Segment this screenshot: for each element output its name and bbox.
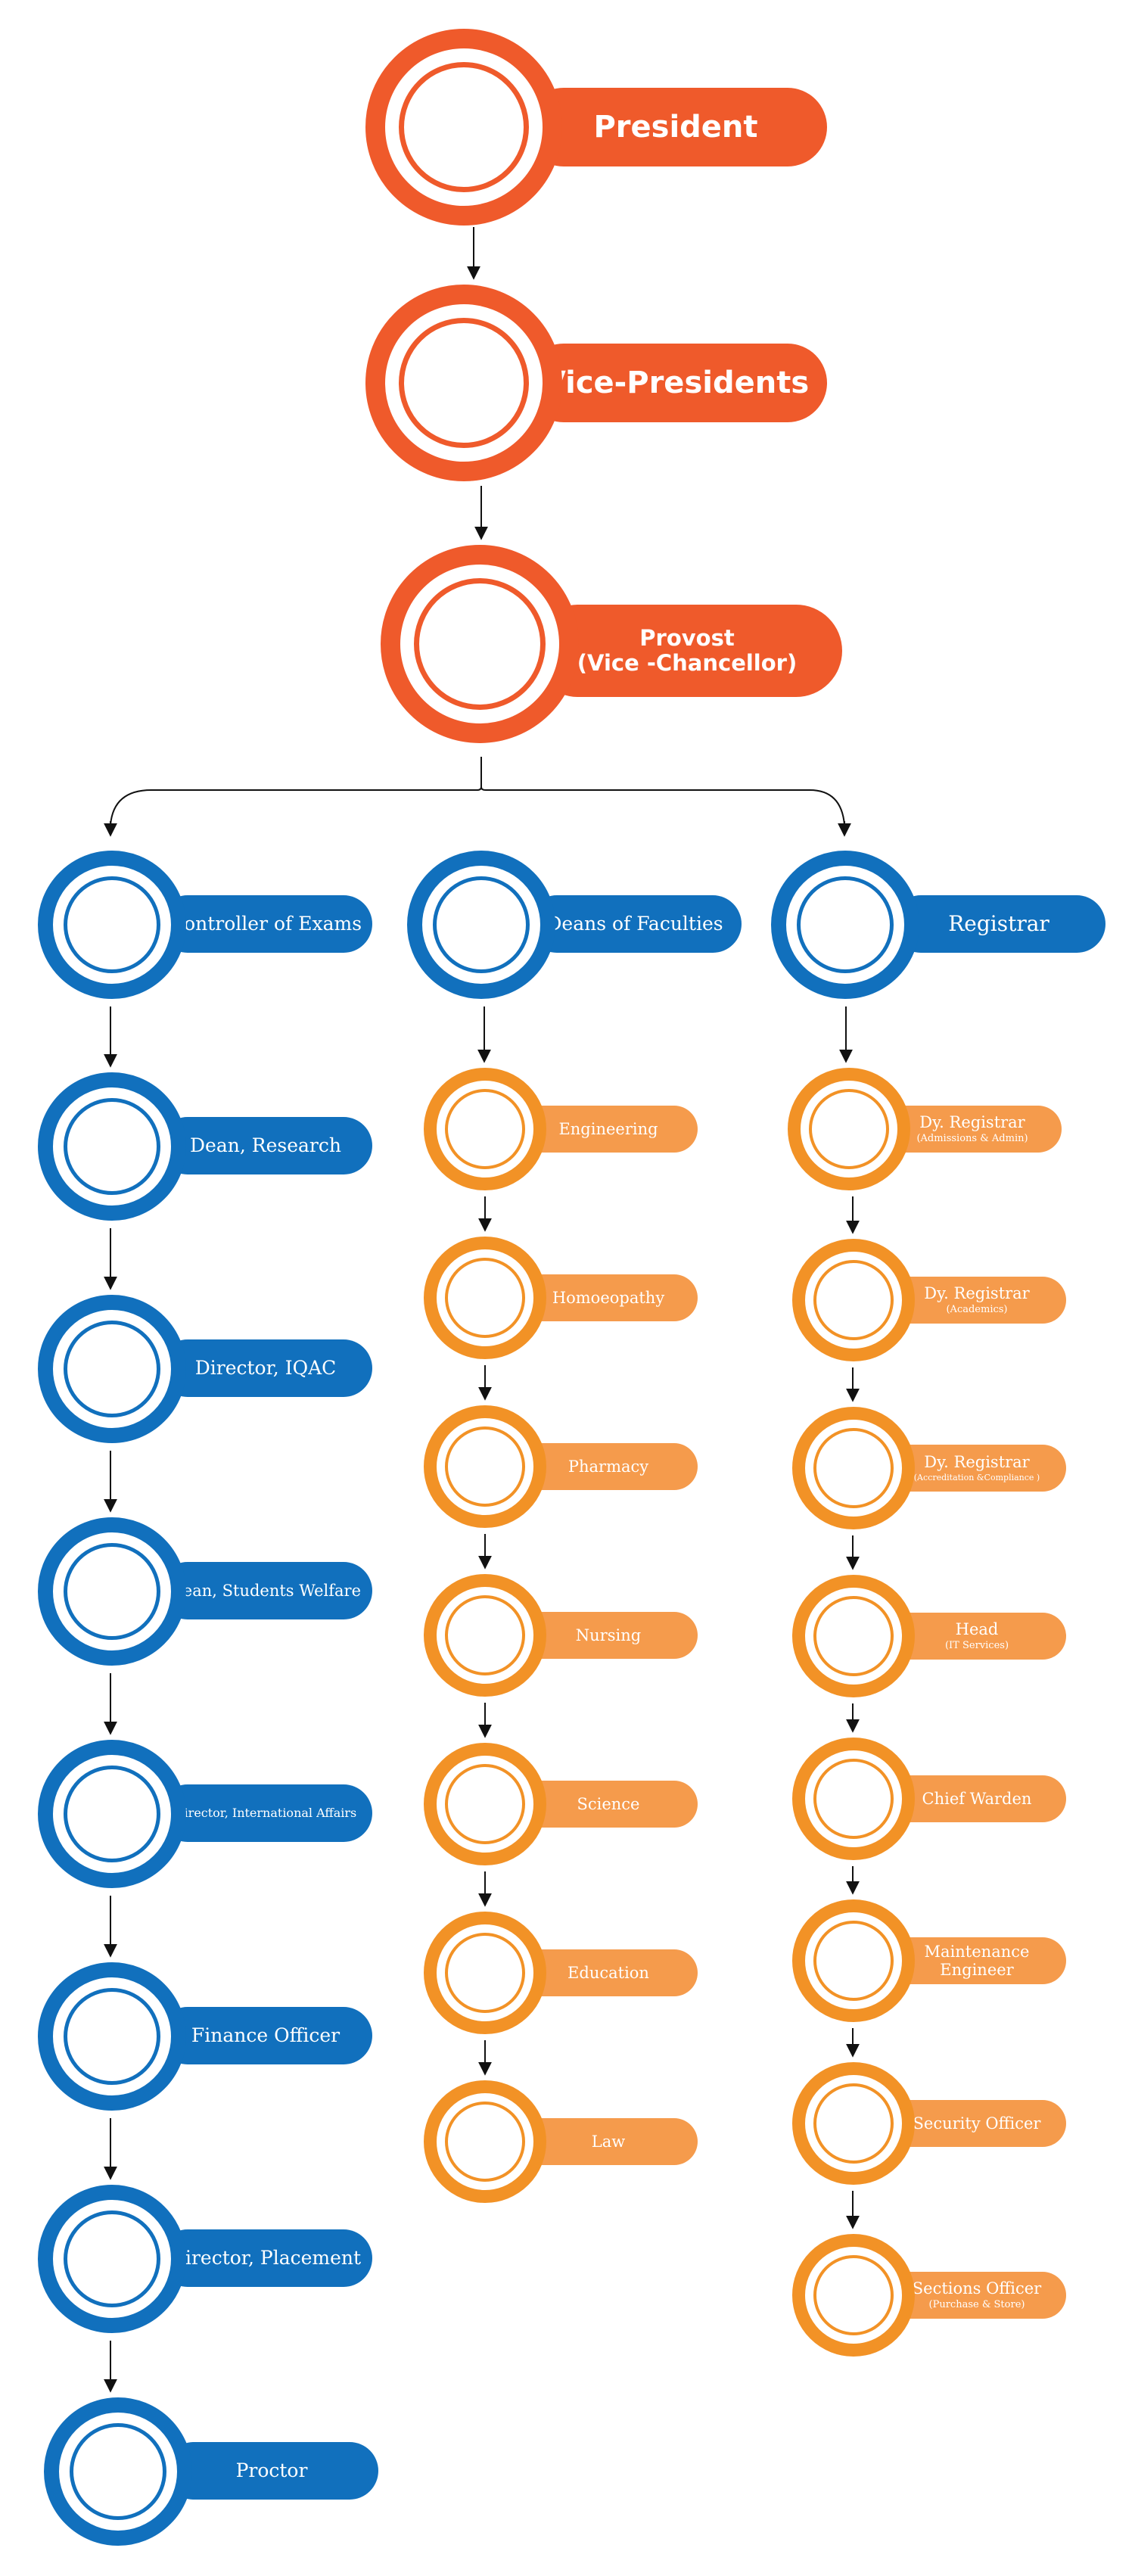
node-pill: Pharmacy (519, 1443, 698, 1490)
node-pill: Director, IQAC (159, 1339, 372, 1397)
node-pill: Finance Officer (159, 2007, 372, 2064)
node-inner-circle (399, 62, 529, 192)
node-inner-circle (64, 2210, 160, 2307)
node-inner-circle (414, 578, 546, 710)
node-pill: Proctor (165, 2442, 378, 2500)
node-label: Finance Officer (191, 2024, 340, 2046)
node-pill: Maintenance Engineer (888, 1937, 1066, 1984)
node-sublabel: (IT Services) (944, 1640, 1009, 1652)
node-pill: Head (IT Services) (888, 1613, 1066, 1660)
node-label: Registrar (948, 910, 1049, 936)
node-label: Director, Placement (169, 2246, 362, 2269)
node-pill: Dy. Registrar (Academics) (888, 1277, 1066, 1324)
node-inner-circle (445, 1089, 525, 1169)
node-label: Sections Officer (912, 2279, 1042, 2298)
node-label: Security Officer (913, 2114, 1041, 2133)
node-inner-circle (64, 1098, 160, 1195)
node-pill: Controller of Exams (159, 895, 372, 953)
node-inner-circle (399, 318, 529, 448)
node-inner-circle (445, 1426, 525, 1507)
node-inner-circle (809, 1089, 889, 1169)
node-inner-circle (433, 876, 530, 973)
node-sublabel: (Vice -Chancellor) (577, 650, 798, 676)
node-sublabel: (Admissions & Admin) (916, 1133, 1028, 1145)
node-label: Education (568, 1963, 649, 1982)
node-pill: Dy. Registrar (Accreditation &Compliance… (888, 1445, 1066, 1492)
node-inner-circle (445, 1258, 525, 1338)
node-pill: Chief Warden (888, 1775, 1066, 1822)
node-sublabel: (Accreditation &Compliance ) (913, 1473, 1040, 1483)
node-label: Law (591, 2132, 626, 2151)
node-inner-circle (797, 876, 894, 973)
node-pill: Registrar (892, 895, 1105, 953)
node-pill: Law (519, 2118, 698, 2165)
node-label: Dy. Registrar (919, 1112, 1025, 1131)
node-pill: Engineering (519, 1106, 698, 1153)
node-pill: Nursing (519, 1612, 698, 1659)
node-label: Pharmacy (568, 1457, 649, 1476)
connector-arrows (104, 227, 860, 2393)
node-label: Head (955, 1619, 999, 1638)
node-inner-circle (813, 2083, 894, 2164)
node-inner-circle (64, 1321, 160, 1417)
node-pill: Sections Officer (Purchase & Store) (888, 2272, 1066, 2319)
node-inner-circle (70, 2423, 166, 2520)
node-inner-circle (813, 1759, 894, 1839)
node-pill: Dean, Students Welfare (159, 1562, 372, 1619)
node-pill: Homoeopathy (519, 1274, 698, 1321)
node-pill: Director, International Affairs (159, 1784, 372, 1842)
node-inner-circle (64, 876, 160, 973)
branch-connector-left (110, 757, 482, 826)
node-inner-circle (445, 2102, 525, 2182)
node-label: Deans of Faculties (546, 912, 723, 935)
node-label: Dean, Research (190, 1134, 341, 1156)
node-label: Provost (639, 624, 735, 651)
node-label: Engineering (558, 1119, 658, 1138)
node-pill: Dean, Research (159, 1117, 372, 1174)
node-label: Director, International Affairs (174, 1805, 357, 1820)
node-label: Controller of Exams (169, 912, 362, 935)
node-label: Dy. Registrar (924, 1283, 1030, 1302)
node-inner-circle (813, 1596, 894, 1676)
node-label: President (593, 110, 758, 145)
node-inner-circle (813, 1260, 894, 1340)
node-label: Nursing (575, 1626, 642, 1644)
branch-connector-right (480, 786, 845, 826)
node-label: Dy. Registrar (924, 1453, 1030, 1472)
node-label: Dean, Students Welfare (169, 1581, 362, 1600)
node-inner-circle (64, 1988, 160, 2085)
node-pill: Science (519, 1781, 698, 1828)
node-label: Chief Warden (922, 1789, 1032, 1808)
node-label: Vice-Presidents (542, 366, 810, 400)
node-pill: President (524, 88, 827, 166)
node-label: Director, IQAC (194, 1356, 337, 1379)
node-inner-circle (445, 1933, 525, 2013)
node-pill: Director, Placement (159, 2229, 372, 2287)
node-label: Proctor (235, 2459, 308, 2481)
node-pill: Deans of Faculties (528, 895, 742, 953)
node-pill: Dy. Registrar (Admissions & Admin) (883, 1106, 1062, 1153)
node-inner-circle (813, 2255, 894, 2335)
node-pill: Security Officer (888, 2100, 1066, 2147)
node-sublabel: (Academics) (946, 1304, 1008, 1316)
node-inner-circle (64, 1766, 160, 1862)
node-pill: Provost (Vice -Chancellor) (532, 605, 842, 697)
node-pill: Vice-Presidents (524, 344, 827, 422)
node-label: Science (577, 1794, 640, 1813)
node-inner-circle (445, 1595, 525, 1675)
node-inner-circle (813, 1921, 894, 2001)
node-inner-circle (813, 1428, 894, 1508)
node-label: Homoeopathy (552, 1288, 665, 1307)
node-label: Maintenance Engineer (924, 1942, 1030, 1979)
node-pill: Education (519, 1949, 698, 1996)
node-inner-circle (64, 1543, 160, 1640)
node-sublabel: (Purchase & Store) (928, 2299, 1025, 2311)
node-inner-circle (445, 1764, 525, 1844)
